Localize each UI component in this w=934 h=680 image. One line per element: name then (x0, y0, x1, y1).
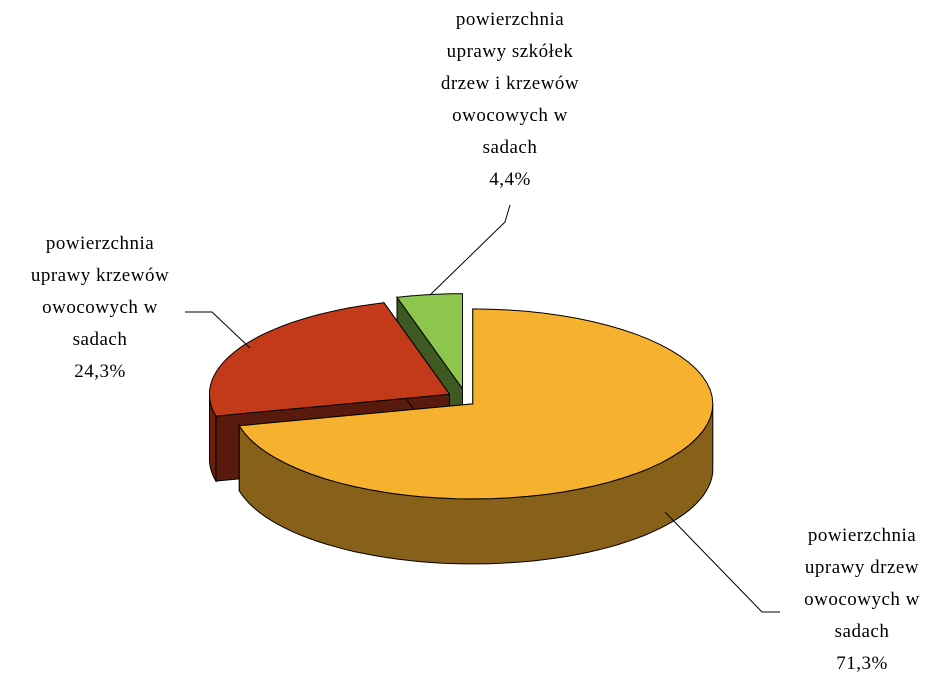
slice-label: powierzchnia uprawy szkółek drzew i krze… (435, 4, 585, 196)
leader-line (185, 311, 251, 349)
leader-line (664, 511, 780, 613)
slice-label: powierzchnia uprawy krzewów owocowych w … (25, 228, 175, 388)
value-label: 71,3% (836, 653, 888, 674)
leader-line (429, 204, 511, 296)
slice (209, 302, 451, 417)
category-label: powierzchnia uprawy krzewów owocowych w … (30, 233, 170, 350)
slice-label: powierzchnia uprawy drzew owocowych w sa… (787, 520, 934, 680)
category-label: powierzchnia uprawy drzew owocowych w sa… (804, 525, 920, 642)
slice (238, 308, 714, 500)
value-label: 4,4% (489, 169, 531, 190)
category-label: powierzchnia uprawy szkółek drzew i krze… (440, 9, 580, 158)
slice (396, 293, 463, 391)
value-label: 24,3% (74, 361, 126, 382)
